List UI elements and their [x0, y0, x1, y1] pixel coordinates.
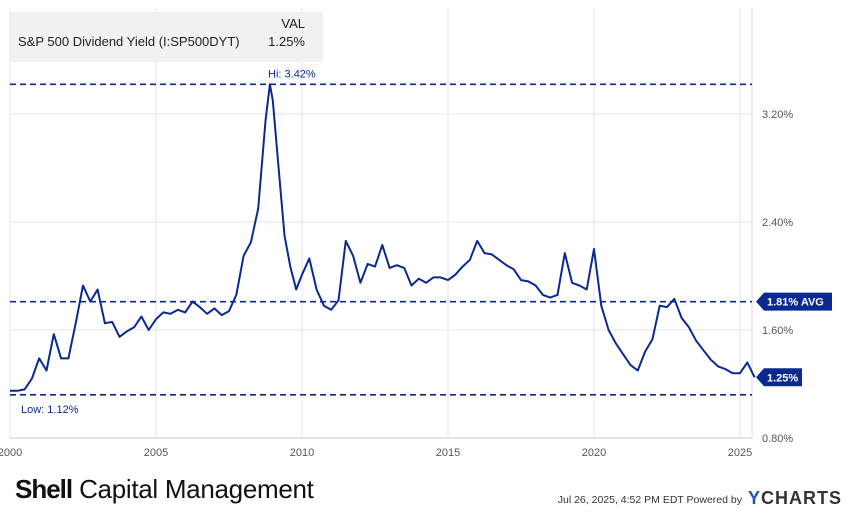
company-logo: Shell Capital Management — [15, 474, 314, 505]
y-tick-label: 1.60% — [762, 325, 793, 337]
high-label: Hi: 3.42% — [268, 68, 316, 80]
legend-header: VAL — [281, 16, 305, 31]
ycharts-logo[interactable]: YCHARTS — [748, 488, 842, 509]
axis-ticks: 0.80% 1.60% 2.40% 3.20% 2000 2005 2010 2015 2020… — [0, 109, 793, 459]
y-tick-label: 2.40% — [762, 217, 793, 229]
x-tick-label: 2005 — [144, 447, 168, 459]
x-tick-label: 2010 — [290, 447, 314, 459]
logo-rest-text: Capital Management — [72, 474, 314, 504]
y-tick-label: 0.80% — [762, 433, 793, 445]
y-tick-label: 3.20% — [762, 109, 793, 121]
legend-series-name[interactable]: S&P 500 Dividend Yield (I:SP500DYT) — [18, 34, 240, 49]
x-tick-label: 2015 — [436, 447, 460, 459]
reference-lines — [10, 83, 752, 396]
average-tag-bg — [756, 292, 832, 311]
series-line — [10, 83, 756, 392]
x-tick-label: 2000 — [0, 447, 22, 459]
current-value-tag: 1.25% — [756, 368, 802, 387]
legend-panel: VAL S&P 500 Dividend Yield (I:SP500DYT) … — [10, 12, 323, 62]
logo-bold-text: Shell — [15, 474, 73, 504]
current-value-tag-text: 1.25% — [767, 372, 798, 384]
average-tag: 1.81% AVG — [756, 292, 832, 311]
average-tag-text: 1.81% AVG — [767, 297, 824, 309]
grid-lines — [9, 8, 753, 439]
reference-labels: Hi: 3.42% Low: 1.12% 1.81% AVG 1.25% — [21, 68, 832, 416]
low-label: Low: 1.12% — [21, 404, 79, 416]
ycharts-wordmark: CHARTS — [761, 488, 842, 508]
ycharts-y-mark: Y — [747, 488, 761, 508]
timestamp-powered-by: Jul 26, 2025, 4:52 PM EDT Powered by — [557, 494, 742, 506]
legend-series-value: 1.25% — [268, 34, 305, 49]
x-tick-label: 2025 — [728, 447, 752, 459]
x-tick-label: 2020 — [582, 447, 606, 459]
current-value-tag-bg — [756, 368, 802, 387]
series-layer — [10, 83, 756, 392]
